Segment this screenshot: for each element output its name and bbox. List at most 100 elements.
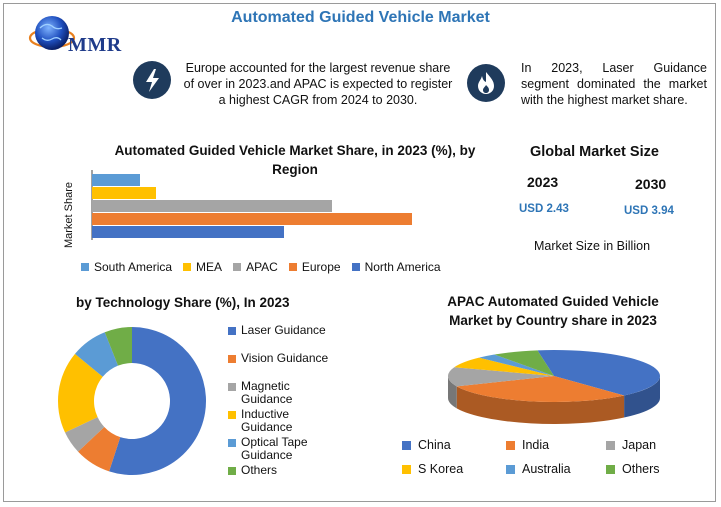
globe-logo-icon [28,16,76,50]
region-legend-item-europe: Europe [288,260,341,274]
tech-donut-chart [58,327,206,475]
legend-swatch [228,439,236,447]
donut-slice-magnetic-guidance [65,417,105,452]
legend-label: Optical Tape Guidance [241,436,308,462]
apac-legend-item-china: China [402,438,451,452]
legend-label-line: Optical Tape [241,435,308,449]
apac-legend-item-japan: Japan [606,438,656,452]
apac-legend-item-india: India [506,438,549,452]
bar-north-america [92,226,284,238]
legend-swatch [402,464,411,474]
region-chart-title: Automated Guided Vehicle Market Share, i… [114,143,476,177]
donut-slice-optical-tape-guidance [74,332,119,377]
pie-side-japan [448,376,457,409]
apac-legend-item-others: Others [606,462,660,476]
legend-label-line: Others [241,463,278,477]
legend-label: S Korea [418,462,464,476]
legend-swatch [228,467,236,475]
region-legend-item-south-america: South America [81,260,172,274]
region-legend-item-mea: MEA [183,260,222,274]
legend-swatch [228,383,236,391]
lightning-icon [133,61,171,99]
bar-europe [92,213,412,225]
global-year-2023: 2023 [527,174,559,190]
pie-side-china [624,376,660,418]
legend-swatch [402,440,411,450]
legend-swatch [351,263,360,271]
legend-label: North America [364,260,441,274]
legend-label-line: Guidance [241,448,293,462]
bar-apac [92,200,332,212]
region-legend-item-apac: APAC [233,260,278,274]
donut-slice-others [104,327,132,366]
donut-slice-laser-guidance [109,327,206,475]
legend-label: Vision Guidance [241,352,328,365]
legend-swatch [233,263,242,271]
legend-label: Laser Guidance [241,324,326,337]
pie-side-india [456,386,625,424]
legend-label: Others [241,464,277,477]
legend-label-line: Vision Guidance [241,351,329,365]
apac-legend-item-s-korea: S Korea [402,462,463,476]
bar-south-america [92,174,140,186]
legend-swatch [288,263,297,271]
legend-swatch [81,263,89,271]
tech-legend-item-laser-guidance: Laser Guidance [228,324,326,337]
legend-label: South America [94,260,173,274]
page-frame [3,3,716,502]
logo-text: MMR [68,34,122,56]
legend-label: Europe [301,260,341,274]
legend-swatch [606,440,615,450]
donut-slice-vision-guidance [78,427,121,472]
tech-legend-item-magnetic-guidance: Magnetic Guidance [228,380,292,406]
legend-swatch [228,355,236,363]
legend-label: Magnetic Guidance [241,380,292,406]
pie-slice-australia [479,354,554,376]
flame-icon [467,64,505,102]
legend-label: Japan [622,438,657,452]
legend-label: Inductive Guidance [241,408,292,434]
tech-legend-item-inductive-guidance: Inductive Guidance [228,408,292,434]
global-year-2030: 2030 [635,176,667,192]
legend-swatch [183,263,192,271]
region-bar-chart [91,170,412,240]
legend-label-line: Guidance [241,392,293,406]
global-title: Global Market Size [530,144,659,160]
legend-label: APAC [246,260,278,274]
apac-chart-title: APAC Automated Guided Vehicle Market by … [447,294,659,328]
legend-swatch [506,464,515,474]
pie-slice-s-korea [454,357,554,376]
legend-label: Others [622,462,660,476]
page-title: Automated Guided Vehicle Market [231,9,490,26]
legend-swatch [228,411,236,419]
region-ylabel-wrap: Market Share [54,170,84,260]
tech-legend-item-others: Others [228,464,277,477]
global-caption: Market Size in Billion [534,239,651,253]
legend-label: Australia [522,462,571,476]
tech-legend-item-optical-tape-guidance: Optical Tape Guidance [228,436,308,462]
tech-legend-item-vision-guidance: Vision Guidance [228,352,328,365]
global-value-2023: USD 2.43 [519,203,569,215]
legend-swatch [606,464,615,474]
legend-label: India [522,438,550,452]
legend-label: China [418,438,451,452]
legend-swatch [506,440,515,450]
region-legend-item-north-america: North America [351,260,441,274]
legend-label: MEA [196,260,223,274]
legend-label-line: Inductive [241,407,290,421]
legend-label-line: Guidance [241,420,293,434]
region-ylabel: Market Share [63,181,75,249]
pie-slice-others [494,350,554,376]
apac-pie-chart [448,350,660,424]
note-left: Europe accounted for the largest revenue… [183,61,453,107]
apac-legend-item-australia: Australia [506,462,571,476]
legend-label-line: Laser Guidance [241,323,326,337]
donut-slice-inductive-guidance [58,353,103,433]
legend-swatch [228,327,236,335]
pie-slice-japan [448,367,554,387]
pie-slice-india [456,376,625,402]
tech-chart-title: by Technology Share (%), In 2023 [76,295,290,310]
legend-label-line: Magnetic [241,379,290,393]
pie-sides [448,376,660,424]
bar-mea [92,187,156,199]
